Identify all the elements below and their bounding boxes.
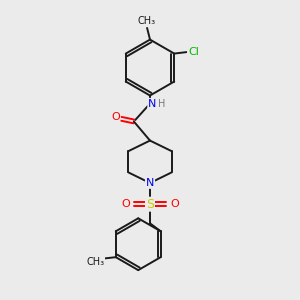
Text: O: O xyxy=(170,199,179,209)
Text: N: N xyxy=(146,178,154,188)
Text: O: O xyxy=(121,199,130,209)
Text: S: S xyxy=(146,198,154,211)
Text: N: N xyxy=(148,99,157,109)
Text: H: H xyxy=(158,99,166,110)
Text: CH₃: CH₃ xyxy=(86,256,104,267)
Text: CH₃: CH₃ xyxy=(138,16,156,26)
Text: O: O xyxy=(111,112,120,122)
Text: Cl: Cl xyxy=(188,47,199,57)
